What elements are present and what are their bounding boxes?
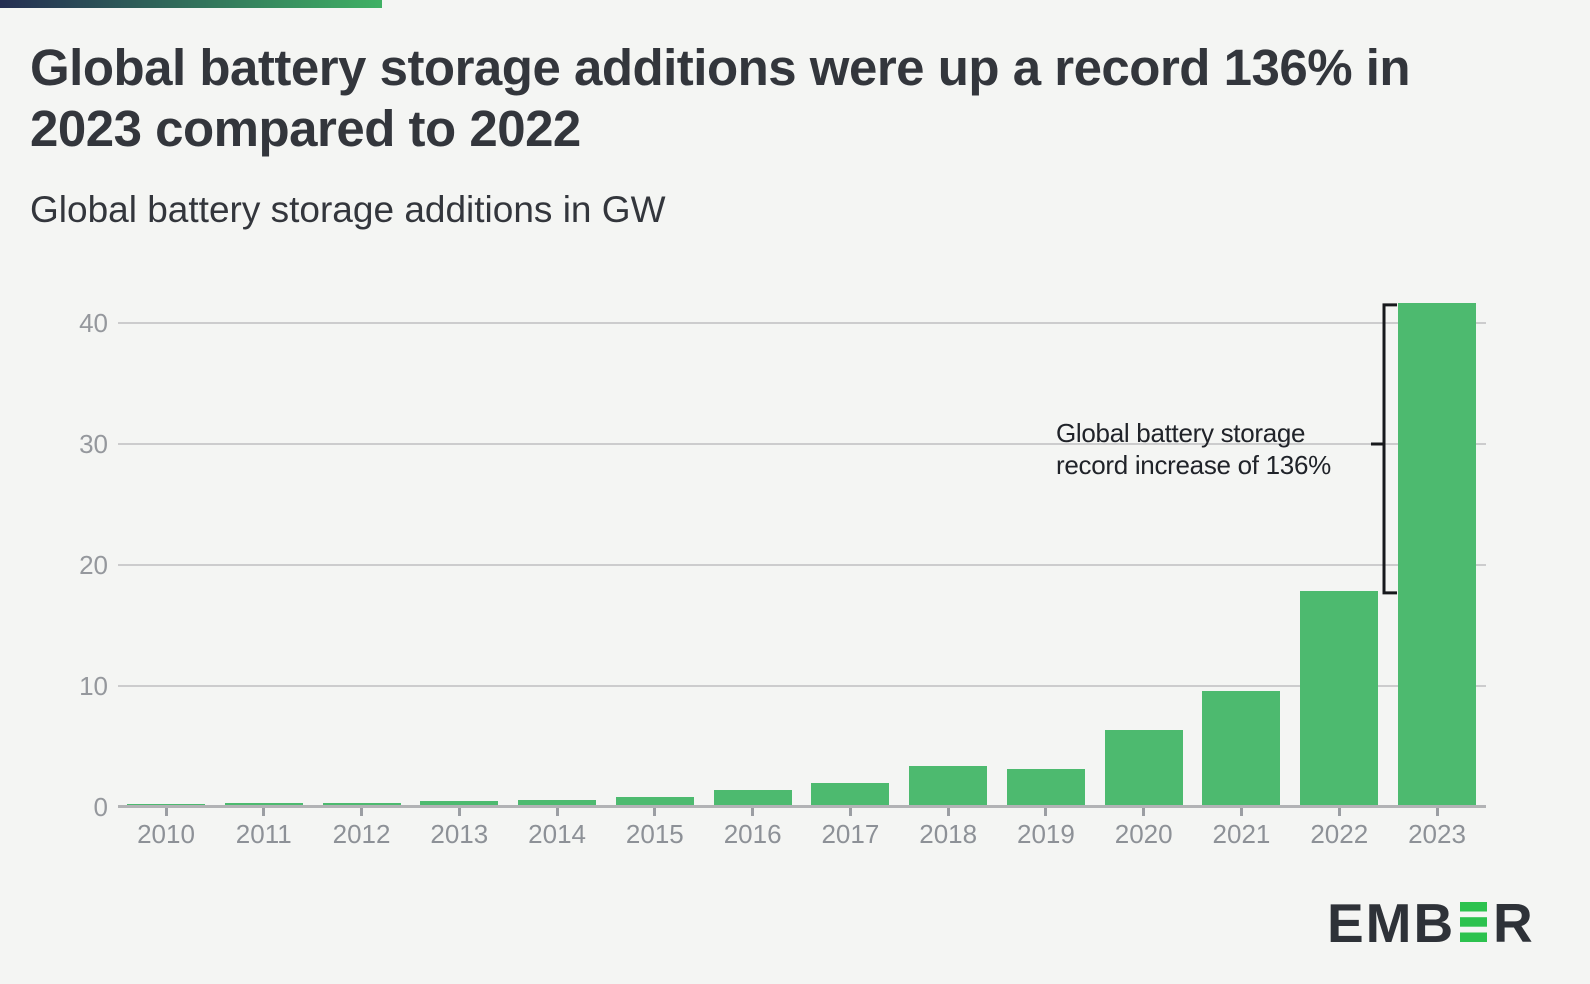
x-tick-label-2011: 2011 bbox=[235, 819, 292, 849]
x-tick-2013 bbox=[457, 808, 461, 816]
x-tick-2014 bbox=[555, 808, 559, 816]
y-axis: 0 10 20 30 40 bbox=[40, 308, 108, 822]
x-tick-label-2022: 2022 bbox=[1310, 819, 1369, 849]
logo-text-emb: EMB bbox=[1327, 900, 1455, 948]
gridline-40 bbox=[118, 322, 1486, 324]
bar-2019 bbox=[1006, 768, 1085, 805]
ember-logo-icon: EMB R bbox=[1327, 892, 1533, 954]
x-tick-2016 bbox=[751, 808, 755, 816]
y-tick-label-20: 20 bbox=[79, 550, 108, 580]
bar-2020 bbox=[1104, 729, 1183, 805]
annotation-line-2: record increase of 136% bbox=[1056, 450, 1331, 480]
bar-2014 bbox=[518, 800, 597, 805]
x-tick-label-2016: 2016 bbox=[723, 819, 782, 849]
logo-text-r: R bbox=[1493, 900, 1533, 948]
x-tick-2022 bbox=[1337, 808, 1341, 816]
y-tick-label-10: 10 bbox=[79, 671, 108, 701]
plot-area: 2010 2011 2012 2013 2014 2015 2016 2017 2018 2019… bbox=[118, 302, 1486, 849]
gridline-10 bbox=[118, 685, 1486, 687]
x-tick-label-2017: 2017 bbox=[821, 819, 880, 849]
x-tick-label-2019: 2019 bbox=[1017, 819, 1075, 849]
x-tick-label-2014: 2014 bbox=[528, 819, 586, 849]
x-tick-2012 bbox=[360, 808, 364, 816]
x-tick-2010 bbox=[164, 808, 168, 816]
bar-2012 bbox=[322, 803, 401, 805]
x-tick-label-2013: 2013 bbox=[430, 819, 489, 849]
page-title-line-1: Global battery storage additions were up… bbox=[30, 39, 1411, 96]
ember-logo: EMB R bbox=[1327, 892, 1539, 954]
y-tick-label-0: 0 bbox=[93, 792, 108, 822]
x-axis-line bbox=[118, 805, 1486, 808]
gridline-20 bbox=[118, 564, 1486, 566]
bar-2011 bbox=[224, 803, 303, 805]
bar-2018 bbox=[909, 766, 988, 805]
x-tick-2020 bbox=[1142, 808, 1146, 816]
bar-2010 bbox=[127, 804, 205, 805]
bar-2023 bbox=[1398, 302, 1476, 805]
bar-2017 bbox=[811, 783, 890, 805]
y-tick-label-40: 40 bbox=[79, 308, 108, 338]
x-tick-label-2018: 2018 bbox=[919, 819, 978, 849]
y-tick-label-30: 30 bbox=[79, 429, 108, 459]
bar-2013 bbox=[420, 801, 499, 805]
annotation-line-1: Global battery storage bbox=[1056, 418, 1306, 448]
x-tick-2019 bbox=[1044, 808, 1048, 816]
x-tick-label-2015: 2015 bbox=[625, 819, 684, 849]
x-tick-2011 bbox=[262, 808, 266, 816]
x-tick-2018 bbox=[946, 808, 950, 816]
page-title-line-2: 2023 compared to 2022 bbox=[30, 100, 581, 157]
x-tick-2021 bbox=[1239, 808, 1243, 816]
x-tick-label-2012: 2012 bbox=[332, 819, 391, 849]
x-tick-2017 bbox=[848, 808, 852, 816]
annotation-label: Global battery storage record increase o… bbox=[1056, 417, 1331, 481]
bar-2016 bbox=[713, 790, 792, 805]
logo-reversed-e-icon bbox=[1460, 902, 1487, 942]
x-tick-2015 bbox=[653, 808, 657, 816]
gridline-30 bbox=[118, 443, 1486, 445]
page-title: Global battery storage additions were up… bbox=[30, 37, 1570, 159]
x-tick-label-2023: 2023 bbox=[1408, 819, 1466, 849]
bar-2022 bbox=[1300, 590, 1379, 805]
bar-2015 bbox=[615, 797, 694, 805]
x-tick-label-2010: 2010 bbox=[137, 819, 195, 849]
x-tick-2023 bbox=[1435, 808, 1439, 816]
chart-subtitle: Global battery storage additions in GW bbox=[30, 189, 666, 230]
accent-gradient-bar bbox=[0, 0, 382, 8]
x-tick-label-2020: 2020 bbox=[1114, 819, 1173, 849]
bar-2021 bbox=[1202, 691, 1281, 805]
x-tick-label-2021: 2021 bbox=[1212, 819, 1271, 849]
